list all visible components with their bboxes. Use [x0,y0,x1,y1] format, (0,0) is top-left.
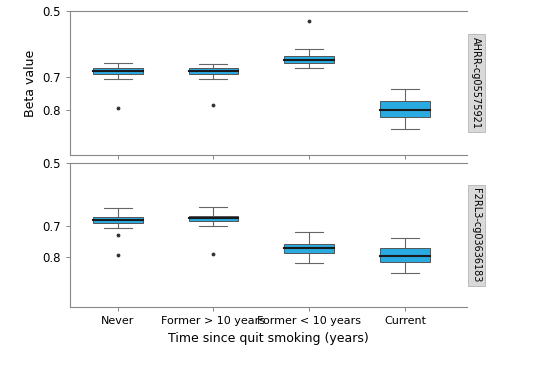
Text: AHRR-cg05575921: AHRR-cg05575921 [471,37,481,129]
Bar [380,101,430,117]
Bar [93,218,143,223]
Bar [188,68,238,74]
Bar [284,244,334,253]
Y-axis label: Beta value: Beta value [24,49,37,117]
Bar [93,68,143,74]
Bar [188,216,238,221]
Text: F2RL3-cg03636183: F2RL3-cg03636183 [471,188,481,282]
Bar [380,248,430,262]
Bar [284,56,334,63]
X-axis label: Time since quit smoking (years): Time since quit smoking (years) [168,332,369,345]
